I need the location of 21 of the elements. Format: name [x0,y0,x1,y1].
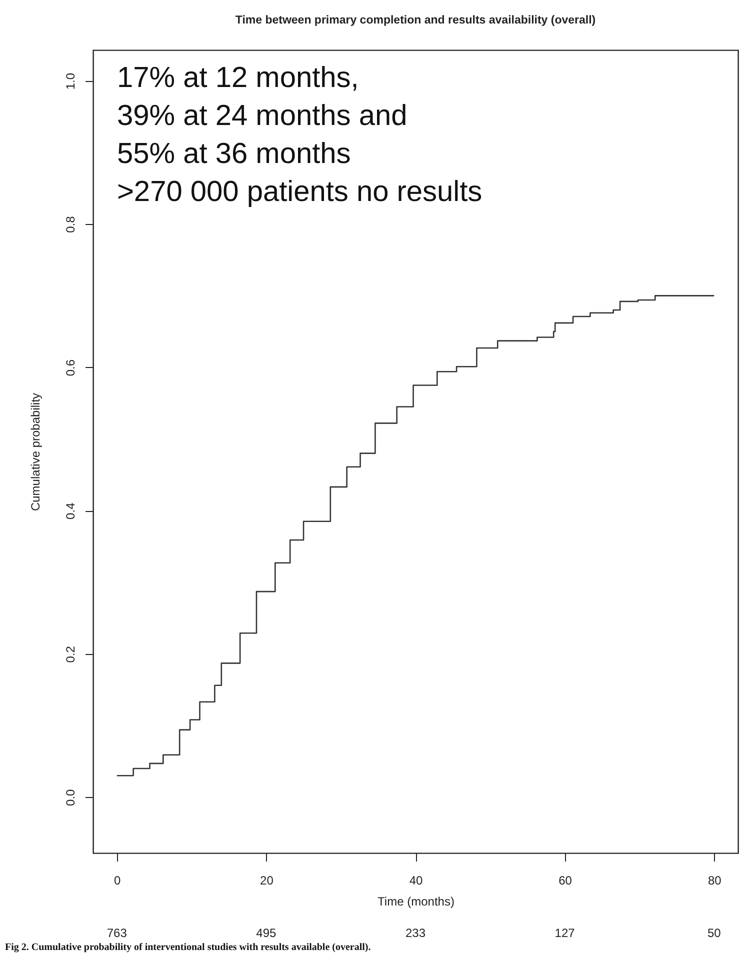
annotation: 17% at 12 months, 39% at 24 months and 55% at 36 months >270 000 patients no results [117,62,482,208]
text: 127 [554,926,576,940]
y-tick-label: 0.4 [64,502,78,520]
caption: Fig 2. Cumulative probability of interventional studies with results available (overall). [5,942,372,953]
y-axis-title: Cumulative probability [28,392,42,512]
text: 233 [405,926,426,940]
chart-title: Time between primary completion and results availability (overall) [235,14,596,26]
text: 50 [707,926,722,940]
y-tick-label: 1.0 [64,72,78,90]
y-tick-label: 0.6 [64,359,78,376]
x-tick-label: 0 [114,874,122,888]
y-tick-label: 0.0 [64,788,78,806]
x-tick-label: 80 [708,874,722,888]
x-tick-label: 20 [260,874,274,888]
y-tick-label: 0.2 [64,646,78,663]
text: 495 [256,926,277,940]
x-tick-label: 40 [409,874,423,888]
x-axis-title: Time (months) [378,894,454,908]
y-tick-label: 0.8 [64,216,78,233]
text: 763 [106,926,128,940]
x-tick-label: 60 [558,874,572,888]
